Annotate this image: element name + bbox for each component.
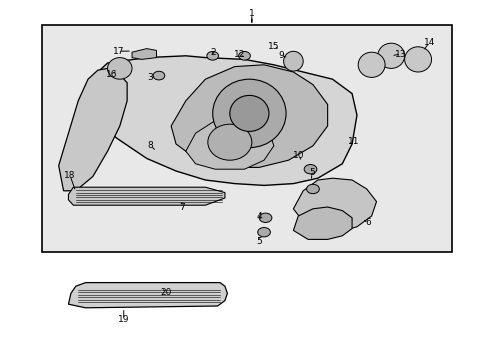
- Ellipse shape: [212, 79, 285, 148]
- Polygon shape: [68, 187, 224, 205]
- Polygon shape: [293, 207, 351, 239]
- Circle shape: [238, 51, 250, 60]
- Text: 11: 11: [347, 137, 359, 146]
- Text: 16: 16: [105, 70, 117, 79]
- Text: 18: 18: [64, 171, 76, 180]
- Text: 10: 10: [292, 151, 304, 160]
- Ellipse shape: [107, 58, 132, 79]
- Ellipse shape: [377, 43, 404, 68]
- Text: 13: 13: [394, 50, 406, 59]
- Text: 5: 5: [256, 237, 262, 246]
- Ellipse shape: [207, 124, 251, 160]
- Circle shape: [206, 51, 218, 60]
- Text: 20: 20: [160, 288, 172, 297]
- Ellipse shape: [229, 95, 268, 131]
- Text: 2: 2: [209, 48, 215, 57]
- Polygon shape: [132, 49, 156, 59]
- Text: 1: 1: [248, 9, 254, 18]
- Circle shape: [257, 228, 270, 237]
- Polygon shape: [68, 283, 227, 308]
- Polygon shape: [171, 65, 327, 167]
- Text: 15: 15: [267, 42, 279, 51]
- Polygon shape: [293, 178, 376, 232]
- Text: 8: 8: [147, 141, 153, 150]
- Circle shape: [306, 184, 319, 194]
- Ellipse shape: [283, 51, 303, 71]
- Text: 14: 14: [423, 38, 434, 47]
- Text: 6: 6: [365, 218, 370, 227]
- Polygon shape: [88, 56, 356, 185]
- FancyBboxPatch shape: [41, 25, 451, 252]
- Text: 5: 5: [308, 168, 314, 177]
- Text: 7: 7: [179, 202, 184, 212]
- Text: 4: 4: [256, 212, 262, 220]
- Text: 3: 3: [147, 73, 153, 82]
- Text: 17: 17: [112, 47, 124, 56]
- Ellipse shape: [357, 52, 385, 77]
- Ellipse shape: [404, 47, 430, 72]
- Circle shape: [259, 213, 271, 222]
- Circle shape: [304, 165, 316, 174]
- Polygon shape: [185, 117, 273, 169]
- Text: 12: 12: [233, 50, 245, 59]
- Text: 19: 19: [118, 315, 129, 324]
- Polygon shape: [59, 68, 127, 191]
- Circle shape: [153, 71, 164, 80]
- Text: 9: 9: [278, 51, 284, 60]
